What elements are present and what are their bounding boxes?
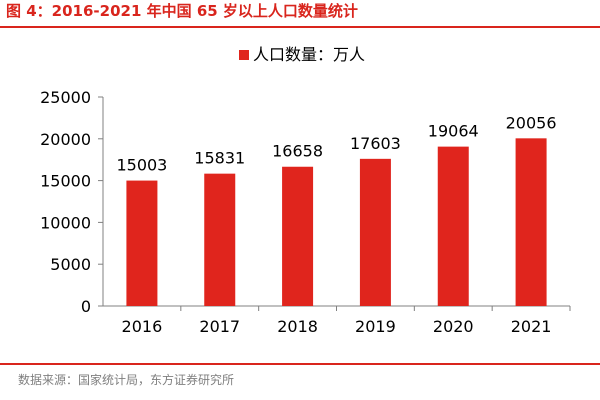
x-tick-label: 2017: [199, 317, 240, 336]
y-tick-label: 0: [81, 297, 91, 316]
y-tick-label: 20000: [40, 130, 91, 149]
figure-title: 图 4：2016-2021 年中国 65 岁以上人口数量统计: [6, 2, 358, 20]
bar-2016: [126, 180, 158, 306]
y-tick-label: 15000: [40, 172, 91, 191]
source-note: 数据来源：国家统计局，东方证券研究所: [18, 373, 235, 387]
y-tick-label: 10000: [40, 213, 91, 232]
title-divider: [0, 26, 600, 28]
bar-2018: [282, 166, 314, 306]
data-label-2020: 19064: [428, 122, 479, 141]
y-tick-label: 5000: [50, 255, 91, 274]
x-tick-label: 2018: [277, 317, 318, 336]
legend-swatch: [239, 50, 249, 60]
data-label-2021: 20056: [506, 113, 557, 132]
y-axis: 0 5000 10000 15000 20000 25000: [40, 88, 104, 316]
chart-legend: 人口数量：万人: [239, 45, 365, 64]
x-tick-label: 2019: [355, 317, 396, 336]
bar-2021: [515, 138, 547, 306]
bar-2017: [204, 173, 236, 306]
bar-2020: [437, 146, 469, 306]
bar-series: [126, 138, 547, 306]
x-tick-label: 2020: [433, 317, 474, 336]
data-label-2018: 16658: [272, 142, 323, 161]
x-axis: 2016 2017 2018 2019 2020 2021: [103, 305, 571, 336]
data-label-2017: 15831: [194, 149, 245, 168]
legend-label: 人口数量：万人: [253, 45, 365, 64]
source-divider: [0, 363, 600, 365]
y-tick-label: 25000: [40, 88, 91, 107]
data-labels: 15003 15831 16658 17603 19064 20056: [116, 113, 556, 174]
data-label-2019: 17603: [350, 134, 401, 153]
bar-2019: [359, 158, 391, 306]
x-tick-label: 2021: [511, 317, 552, 336]
data-label-2016: 15003: [116, 156, 167, 175]
x-tick-label: 2016: [122, 317, 163, 336]
